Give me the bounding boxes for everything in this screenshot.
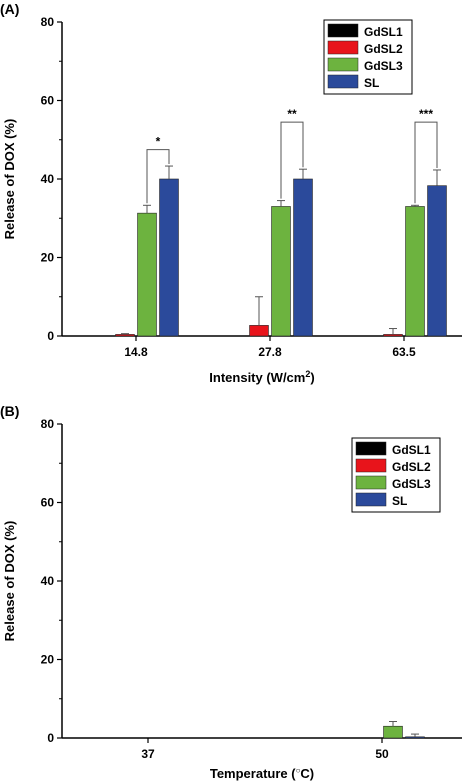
legend-label-gdsl2: GdSL2: [364, 42, 403, 56]
panel-a-chart: (A) 0 20 40 60 80 Release of DOX (%) 14.8 27.8 63…: [0, 1, 462, 385]
significance-bracket: [414, 121, 438, 204]
bar-sl-27.8: [293, 178, 313, 337]
legend-label-sl: SL: [392, 494, 407, 508]
significance-brackets: *** ***: [146, 107, 438, 204]
panel-label: (A): [0, 1, 19, 17]
bar-gdsl3-14.8: [137, 212, 157, 337]
bar-gdsl2-14.8: [115, 334, 135, 337]
bar-sl-14.8: [159, 178, 179, 337]
legend-swatch-gdsl1: [355, 441, 387, 456]
legend: GdSL1 GdSL2 GdSL3 SL: [351, 437, 441, 513]
bar-sl-50: [405, 736, 425, 739]
legend-label-gdsl3: GdSL3: [392, 477, 431, 491]
significance-label: ***: [419, 107, 433, 121]
y-ticks: 0 20 40 60 80: [41, 15, 62, 343]
significance-label: *: [156, 135, 161, 149]
x-axis-label-main: Intensity (W/cm: [209, 370, 305, 385]
legend-label-gdsl1: GdSL1: [364, 25, 403, 39]
y-axis-label: Release of DOX (%): [2, 119, 17, 240]
x-axis-label-end: C): [300, 766, 314, 781]
x-axis-label: Intensity (W/cm2): [209, 369, 314, 385]
y-tick-label: 40: [41, 574, 55, 588]
legend-swatch-gdsl2: [327, 40, 359, 55]
y-tick-label: 0: [47, 329, 54, 343]
legend-swatch-gdsl1: [327, 23, 359, 38]
x-tick-label: 37: [141, 747, 155, 761]
bar-sl-63.5: [427, 185, 447, 337]
legend-label-gdsl1: GdSL1: [392, 443, 431, 457]
x-axis-label-main: Temperature (: [210, 766, 296, 781]
bars: [115, 165, 447, 337]
y-tick-label: 60: [41, 496, 55, 510]
y-tick-label: 80: [41, 15, 55, 29]
y-tick-label: 40: [41, 172, 55, 186]
bar-gdsl2-27.8: [249, 325, 269, 337]
x-tick-label: 27.8: [258, 345, 282, 359]
bar-gdsl3-27.8: [271, 206, 291, 337]
y-tick-label: 20: [41, 251, 55, 265]
x-tick-label: 14.8: [124, 345, 148, 359]
legend: GdSL1 GdSL2 GdSL3 SL: [323, 19, 413, 95]
x-axis-label-degree: ○: [296, 766, 301, 775]
panel-label: (B): [0, 403, 19, 419]
y-tick-label: 60: [41, 94, 55, 108]
legend-swatch-gdsl3: [355, 475, 387, 490]
legend-swatch-gdsl2: [355, 458, 387, 473]
panel-b-chart: (B) 0 20 40 60 80 Release of DOX (%) 37 50 Temper…: [0, 403, 462, 781]
significance-bracket: [280, 121, 304, 199]
x-axis-label: Temperature (○C): [210, 766, 314, 781]
y-tick-label: 80: [41, 417, 55, 431]
bar-gdsl3-63.5: [405, 206, 425, 337]
legend-label-gdsl2: GdSL2: [392, 460, 431, 474]
bars: [383, 721, 425, 739]
y-tick-label: 0: [47, 731, 54, 745]
y-tick-label: 20: [41, 653, 55, 667]
y-axis-label: Release of DOX (%): [2, 521, 17, 642]
x-tick-label: 63.5: [392, 345, 416, 359]
bar-gdsl3-50: [383, 725, 403, 739]
legend-label-sl: SL: [364, 76, 379, 90]
x-axis-label-end: ): [310, 370, 314, 385]
legend-swatch-gdsl3: [327, 57, 359, 72]
x-axis-label-sup: 2: [305, 369, 310, 379]
significance-label: **: [287, 107, 297, 121]
bar-gdsl2-63.5: [383, 334, 403, 337]
y-ticks: 0 20 40 60 80: [41, 417, 62, 745]
legend-swatch-sl: [327, 74, 359, 89]
legend-swatch-sl: [355, 492, 387, 507]
x-tick-label: 50: [375, 747, 389, 761]
significance-bracket: [146, 149, 170, 204]
legend-label-gdsl3: GdSL3: [364, 59, 403, 73]
